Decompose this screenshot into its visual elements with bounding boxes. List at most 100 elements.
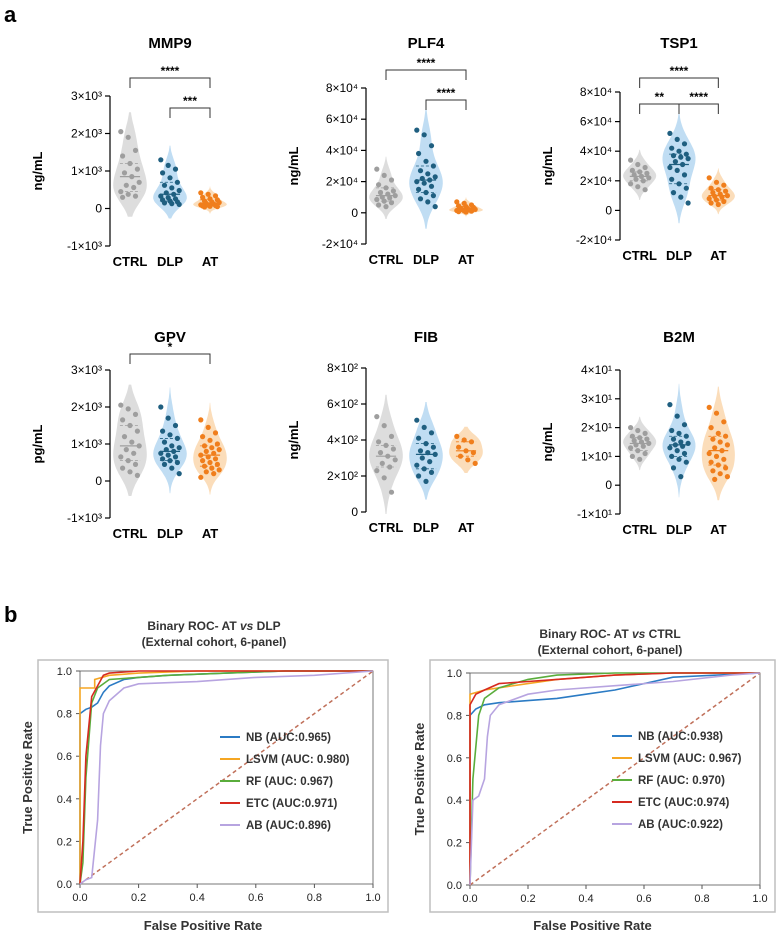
data-point-dlp xyxy=(425,199,431,205)
y-tick-label: -2×10⁴ xyxy=(576,233,612,247)
significance-bracket xyxy=(129,353,211,364)
data-point-ctrl xyxy=(633,442,639,448)
data-point-ctrl xyxy=(118,189,124,195)
data-point-at xyxy=(201,463,208,469)
y-tick-label: 4×10⁴ xyxy=(580,144,612,158)
y-tick-label: -2×10⁴ xyxy=(322,237,358,251)
data-point-dlp xyxy=(676,181,682,187)
data-point-ctrl xyxy=(631,172,637,178)
y-tick-label: 3×10³ xyxy=(71,363,102,377)
data-point-dlp xyxy=(423,189,429,196)
y-tick-label: 0 xyxy=(605,478,612,492)
data-point-ctrl xyxy=(638,439,645,445)
data-point-at xyxy=(715,462,721,468)
data-point-ctrl xyxy=(628,157,634,163)
data-point-at xyxy=(212,430,219,436)
x-tick-label-dlp: DLP xyxy=(413,520,439,535)
data-point-dlp xyxy=(667,402,673,408)
roc-title-part: vs xyxy=(632,627,646,641)
data-point-ctrl xyxy=(383,204,389,210)
data-point-dlp xyxy=(683,433,689,439)
data-point-at xyxy=(719,194,725,200)
data-point-dlp xyxy=(430,444,436,450)
legend-label-rf: RF (AUC: 0.967) xyxy=(246,776,333,788)
x-tick-label-at: AT xyxy=(710,522,726,537)
data-point-dlp xyxy=(174,459,180,466)
data-point-ctrl xyxy=(121,170,128,176)
x-tick-label: 0.8 xyxy=(694,893,709,905)
x-tick-label: 1.0 xyxy=(365,892,380,904)
data-point-ctrl xyxy=(390,446,396,452)
roc-curve-rf xyxy=(469,672,760,886)
x-tick-label-at: AT xyxy=(202,526,218,541)
y-tick-label: 4×10² xyxy=(327,433,358,447)
data-point-at xyxy=(717,471,723,477)
data-point-at xyxy=(723,433,729,439)
data-point-ctrl xyxy=(374,468,380,474)
y-tick-label: 8×10⁴ xyxy=(580,85,612,99)
data-point-at xyxy=(708,425,714,431)
data-point-at xyxy=(706,404,712,410)
data-point-at xyxy=(454,433,460,439)
data-point-ctrl xyxy=(131,184,137,191)
data-point-dlp xyxy=(669,176,675,182)
y-axis-label: pg/mL xyxy=(30,424,45,463)
roc-panel-at-vs-dlp: Binary ROC- AT vs DLP (External cohort, 6… xyxy=(20,619,389,933)
violin-dlp xyxy=(153,387,187,494)
data-point-ctrl xyxy=(120,194,126,200)
y-tick-label: 2×10³ xyxy=(71,127,102,141)
data-point-ctrl xyxy=(121,434,128,440)
data-point-at xyxy=(457,453,464,459)
violin-dlp xyxy=(409,107,443,229)
data-point-ctrl xyxy=(388,489,395,495)
data-point-dlp xyxy=(416,473,422,479)
data-point-dlp xyxy=(163,190,169,196)
y-tick-label: 4×10¹ xyxy=(581,363,612,377)
data-point-at xyxy=(198,452,204,458)
y-tick-label: 4×10⁴ xyxy=(326,143,358,157)
legend-label-nb: NB (AUC:0.938) xyxy=(638,731,723,743)
data-point-ctrl xyxy=(125,458,131,464)
data-point-ctrl xyxy=(120,417,126,423)
data-point-dlp xyxy=(169,185,175,191)
data-point-dlp xyxy=(425,171,431,177)
data-point-ctrl xyxy=(374,166,380,172)
y-axis-label: ng/mL xyxy=(540,146,555,185)
y-tick-label: 0.0 xyxy=(447,880,462,892)
x-tick-label: 0.0 xyxy=(462,893,477,905)
data-point-dlp xyxy=(670,190,677,196)
y-axis-label: True Positive Rate xyxy=(20,721,35,834)
y-tick-label: 1×10¹ xyxy=(581,449,612,463)
data-point-ctrl xyxy=(635,184,641,190)
data-point-ctrl xyxy=(388,433,395,439)
legend-label-etc: ETC (AUC:0.971) xyxy=(246,798,338,810)
violin-panel-tsp1: TSP1 ng/mL -2×10⁴ 0 2×10⁴ 4×10⁴ 6×10⁴ 8×10⁴ CTRL… xyxy=(540,35,735,263)
data-point-ctrl xyxy=(646,175,652,181)
y-tick-label: 6×10⁴ xyxy=(580,115,612,129)
violin-panels: MMP9 ng/mL -1×10³ 0 1×10³ 2×10³ 3×10³ CTRL DLP AT… xyxy=(30,35,735,541)
data-point-dlp xyxy=(169,465,175,471)
data-point-at xyxy=(209,465,215,471)
data-point-at xyxy=(706,450,712,457)
violin-panel-gpv: GPV pg/mL -1×10³ 0 1×10³ 2×10³ 3×10³ CTRL DLP AT * xyxy=(30,329,227,541)
data-point-at xyxy=(721,456,727,462)
data-point-ctrl xyxy=(392,457,398,463)
x-tick-label: 0.4 xyxy=(578,893,593,905)
data-point-dlp xyxy=(161,461,168,467)
y-tick-label: 6×10² xyxy=(327,397,358,411)
significance-label: * xyxy=(168,340,173,354)
roc-panels: Binary ROC- AT vs DLP (External cohort, 6… xyxy=(20,619,776,933)
data-point-ctrl xyxy=(629,453,636,459)
chart-title: TSP1 xyxy=(660,35,698,52)
data-point-ctrl xyxy=(118,454,124,460)
significance-bracket xyxy=(639,77,719,88)
data-point-at xyxy=(207,459,213,466)
data-point-ctrl xyxy=(132,193,139,199)
y-tick-label: 1.0 xyxy=(447,668,462,680)
roc-title-part: vs xyxy=(240,619,254,633)
data-point-ctrl xyxy=(633,176,639,182)
data-point-dlp xyxy=(681,141,688,147)
legend-label-etc: ETC (AUC:0.974) xyxy=(638,797,730,809)
y-axis-label: ng/mL xyxy=(540,422,555,461)
data-point-at xyxy=(207,203,213,209)
